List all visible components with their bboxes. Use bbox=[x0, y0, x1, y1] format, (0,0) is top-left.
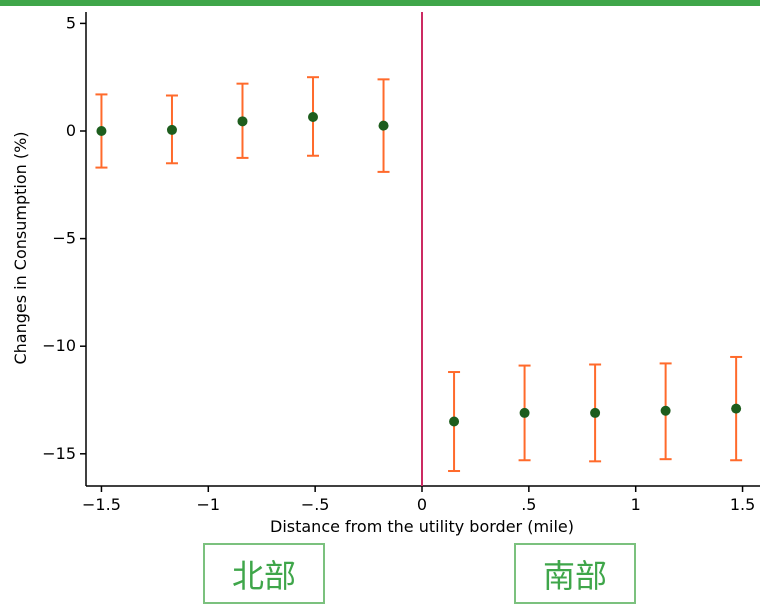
data-point bbox=[237, 116, 248, 127]
plot-layer: 5 0 −5 −10 −15 −1.5 −1 −.5 0 .5 1 1.5 bbox=[42, 12, 760, 514]
y-tick-label: −5 bbox=[52, 229, 76, 248]
data-point bbox=[731, 403, 742, 414]
y-tick-label: −10 bbox=[42, 336, 76, 355]
x-tick-label: 1.5 bbox=[730, 495, 755, 514]
y-tick-label: −15 bbox=[42, 444, 76, 463]
x-tick-label: −.5 bbox=[301, 495, 330, 514]
data-point bbox=[449, 416, 460, 427]
x-tick-label: −1.5 bbox=[82, 495, 121, 514]
y-axis-title: Changes in Consumption (%) bbox=[11, 131, 30, 364]
south-region-label: 南部 bbox=[514, 543, 636, 604]
x-tick-label: 0 bbox=[417, 495, 427, 514]
data-point bbox=[590, 407, 601, 418]
x-axis-title: Distance from the utility border (mile) bbox=[270, 517, 574, 536]
data-point bbox=[308, 112, 319, 123]
header-bar bbox=[0, 0, 760, 6]
data-point bbox=[378, 120, 389, 131]
north-region-label: 北部 bbox=[203, 543, 325, 604]
data-point bbox=[96, 126, 107, 136]
data-point bbox=[660, 405, 671, 416]
data-point bbox=[519, 407, 530, 418]
y-tick-label: 0 bbox=[66, 121, 76, 140]
x-tick-label: −1 bbox=[197, 495, 221, 514]
x-tick-label: .5 bbox=[521, 495, 536, 514]
y-tick-label: 5 bbox=[66, 13, 76, 32]
data-point bbox=[166, 124, 177, 135]
x-tick-label: 1 bbox=[631, 495, 641, 514]
